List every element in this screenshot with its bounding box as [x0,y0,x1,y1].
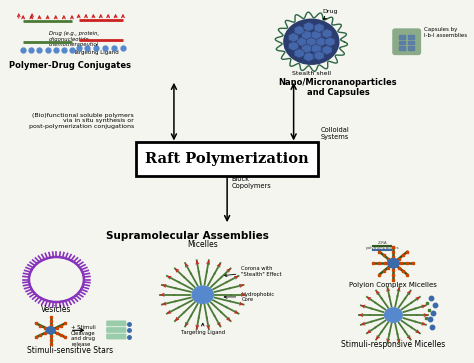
Text: Polymer-Drug Conjugates: Polymer-Drug Conjugates [9,61,131,70]
Text: Polyion Complex Micelles: Polyion Complex Micelles [349,282,438,289]
Text: Corona with
"Stealth" Effect: Corona with "Stealth" Effect [224,266,282,277]
FancyBboxPatch shape [393,29,420,54]
Bar [399,41,405,44]
Text: Drug (e.g., protein,
oligonucleotide,
chemotherapeutic): Drug (e.g., protein, oligonucleotide, ch… [49,31,99,48]
Text: Micelles: Micelles [187,240,218,249]
Circle shape [39,265,74,294]
Circle shape [388,258,399,268]
Text: Supramolecular Assemblies: Supramolecular Assemblies [106,231,269,241]
Text: Stimuli-sensitive Stars: Stimuli-sensitive Stars [27,346,113,355]
Bar [408,41,414,44]
Text: Vesicles: Vesicles [41,305,72,314]
FancyBboxPatch shape [107,327,126,333]
FancyBboxPatch shape [107,321,126,326]
Text: Stealth shell: Stealth shell [292,71,331,76]
FancyBboxPatch shape [136,142,318,176]
Text: Raft Polymerization: Raft Polymerization [146,152,309,166]
Text: Targeting Ligand: Targeting Ligand [73,50,119,55]
Text: (Bio)functional soluble polymers
via in situ synthesis or
post-polymerization co: (Bio)functional soluble polymers via in … [29,113,134,129]
Circle shape [46,327,55,334]
Circle shape [384,308,402,322]
Bar [408,46,414,50]
Text: + Stimuli
Cleavage
and drug
release: + Stimuli Cleavage and drug release [71,325,96,347]
Text: Block
Copolymers: Block Copolymers [232,176,271,189]
Circle shape [284,19,339,64]
Circle shape [192,286,213,303]
Text: Stimuli-responsive Micelles: Stimuli-responsive Micelles [341,340,446,350]
Bar [399,46,405,50]
Bar [399,35,405,39]
Text: Hydrophobic
Core: Hydrophobic Core [224,291,274,302]
Text: Drug: Drug [322,9,338,14]
Text: Nano/Micronanoparticles
and Capsules: Nano/Micronanoparticles and Capsules [279,78,397,97]
Text: Capsules by
l-b-l assemblies: Capsules by l-b-l assemblies [424,27,467,38]
Text: Colloidal
Systems: Colloidal Systems [320,127,349,140]
Text: Z-RA
polymers/blocks: Z-RA polymers/blocks [365,241,399,250]
Bar [408,35,414,39]
FancyBboxPatch shape [107,334,126,339]
Text: Targeting Ligand: Targeting Ligand [181,323,225,335]
